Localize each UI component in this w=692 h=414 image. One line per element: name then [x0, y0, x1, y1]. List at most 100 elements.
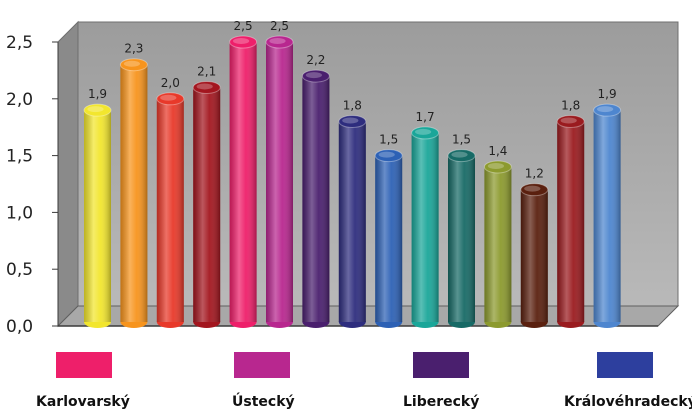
- bar-shading: [484, 166, 512, 322]
- bar-shading: [520, 189, 548, 322]
- bar-top: [83, 103, 112, 117]
- bar-top: [447, 149, 476, 163]
- bar-top-highlight: [233, 38, 250, 44]
- legend-label: Ústecký: [232, 394, 295, 410]
- bar: [119, 58, 148, 328]
- bar-shading: [266, 42, 293, 322]
- bar-top: [338, 115, 367, 129]
- bar-top-highlight: [524, 185, 541, 192]
- data-label: 2,5: [270, 19, 289, 33]
- legend-label: Karlovarský: [36, 394, 130, 410]
- bar-top-highlight: [451, 151, 468, 158]
- data-label: 2,3: [124, 42, 143, 56]
- bar-shading: [448, 155, 475, 322]
- bar: [374, 149, 403, 328]
- legend-item: Liberecký: [0, 340, 479, 414]
- bar: [483, 160, 512, 328]
- bar-top: [374, 149, 403, 163]
- data-label: 2,1: [197, 64, 216, 78]
- bar-shading: [338, 121, 366, 323]
- bar-top: [520, 183, 549, 197]
- legend-swatch: [56, 352, 112, 378]
- legend-swatch: [413, 352, 469, 378]
- bar-top-highlight: [269, 38, 286, 44]
- data-label: 1,8: [561, 99, 580, 113]
- bar-top-highlight: [123, 60, 140, 67]
- y-tick-label: 1,5: [6, 147, 33, 167]
- bar-shading: [120, 64, 148, 322]
- bar-top-highlight: [597, 106, 614, 113]
- y-axis: 0,0 0,5 1,0 1,5 2,0 2,5: [6, 33, 59, 337]
- bar-shading: [557, 121, 585, 323]
- bar-top: [593, 103, 622, 117]
- bar: [229, 35, 258, 328]
- data-label: 1,5: [379, 133, 398, 147]
- y-tick-label: 0,5: [6, 260, 33, 280]
- bar-top-highlight: [415, 128, 432, 135]
- bar-chart: 0,0 0,5 1,0 1,5 2,0 2,5 1,9 2,3 2,0 2,1 2,5 2,5 2,2…: [6, 19, 680, 337]
- bar: [265, 35, 294, 328]
- bar: [447, 149, 476, 328]
- bar: [156, 92, 185, 328]
- data-label: 1,9: [598, 87, 617, 101]
- side-wall: [57, 20, 79, 328]
- bar-top: [556, 115, 585, 129]
- data-label: 1,5: [452, 133, 471, 147]
- legend: Karlovarský Ústecký Liberecký Královéhradec…: [0, 340, 692, 414]
- bar-top: [229, 35, 258, 49]
- bar-shading: [156, 98, 184, 322]
- bar-top: [483, 160, 512, 174]
- bar-top-highlight: [560, 117, 577, 124]
- bar: [338, 115, 367, 328]
- data-label: 2,2: [306, 53, 325, 67]
- bar: [83, 103, 112, 328]
- bar-top: [156, 92, 185, 106]
- plot-background: [56, 20, 680, 328]
- bar: [556, 115, 585, 328]
- bar-shading: [193, 87, 221, 322]
- bar-shading: [411, 132, 439, 322]
- floor: [56, 305, 680, 327]
- bar: [520, 183, 549, 328]
- bar-top-highlight: [160, 94, 177, 101]
- data-label: 2,0: [161, 76, 180, 90]
- bar-top-highlight: [487, 162, 504, 169]
- bar-shading: [593, 110, 621, 322]
- data-label: 1,2: [525, 167, 544, 181]
- data-label: 1,9: [88, 87, 107, 101]
- bar-shading: [302, 76, 330, 322]
- bar-shading: [84, 110, 111, 322]
- legend-item: Karlovarský: [0, 340, 160, 414]
- bars: [83, 35, 622, 328]
- legend-swatch: [234, 352, 290, 378]
- bar-top: [192, 80, 221, 94]
- bar-shading: [375, 155, 403, 322]
- bar: [301, 69, 330, 328]
- bar-top-highlight: [342, 117, 359, 124]
- data-label: 2,5: [234, 19, 253, 33]
- bar-top-highlight: [305, 72, 322, 79]
- data-label: 1,7: [416, 110, 435, 124]
- bar-top: [301, 69, 330, 83]
- bar-top-highlight: [87, 106, 104, 113]
- data-label: 1,8: [343, 99, 362, 113]
- y-tick-label: 1,0: [6, 203, 33, 223]
- bar: [593, 103, 622, 328]
- y-tick-label: 0,0: [6, 317, 33, 337]
- y-tick-label: 2,5: [6, 33, 33, 53]
- legend-label: Liberecký: [403, 394, 480, 410]
- data-labels: 1,9 2,3 2,0 2,1 2,5 2,5 2,2 1,8 1,5 1,7 1,5 1,4 1,2 1…: [88, 19, 617, 181]
- legend-label: Královéhradecký: [564, 394, 692, 410]
- bar-top: [119, 58, 148, 72]
- bar: [411, 126, 440, 328]
- legend-swatch: [597, 352, 653, 378]
- y-tick-label: 2,0: [6, 90, 33, 110]
- data-label: 1,4: [488, 144, 507, 158]
- bar-top: [411, 126, 440, 140]
- legend-item: Ústecký: [0, 340, 295, 414]
- bar-shading: [229, 42, 257, 322]
- bar: [192, 80, 221, 328]
- bar-top-highlight: [196, 83, 213, 90]
- bar-top: [265, 35, 294, 49]
- bar-top-highlight: [378, 151, 395, 158]
